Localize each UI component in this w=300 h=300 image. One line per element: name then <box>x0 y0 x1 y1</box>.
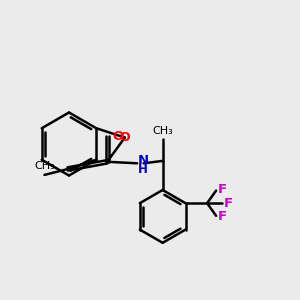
Text: F: F <box>224 197 233 210</box>
Text: N: N <box>138 154 149 167</box>
Text: F: F <box>218 210 227 223</box>
Text: CH₃: CH₃ <box>35 161 56 171</box>
Text: O: O <box>112 130 124 143</box>
Text: F: F <box>218 184 227 196</box>
Text: O: O <box>119 131 130 144</box>
Text: H: H <box>138 164 148 176</box>
Text: CH₃: CH₃ <box>152 126 173 136</box>
